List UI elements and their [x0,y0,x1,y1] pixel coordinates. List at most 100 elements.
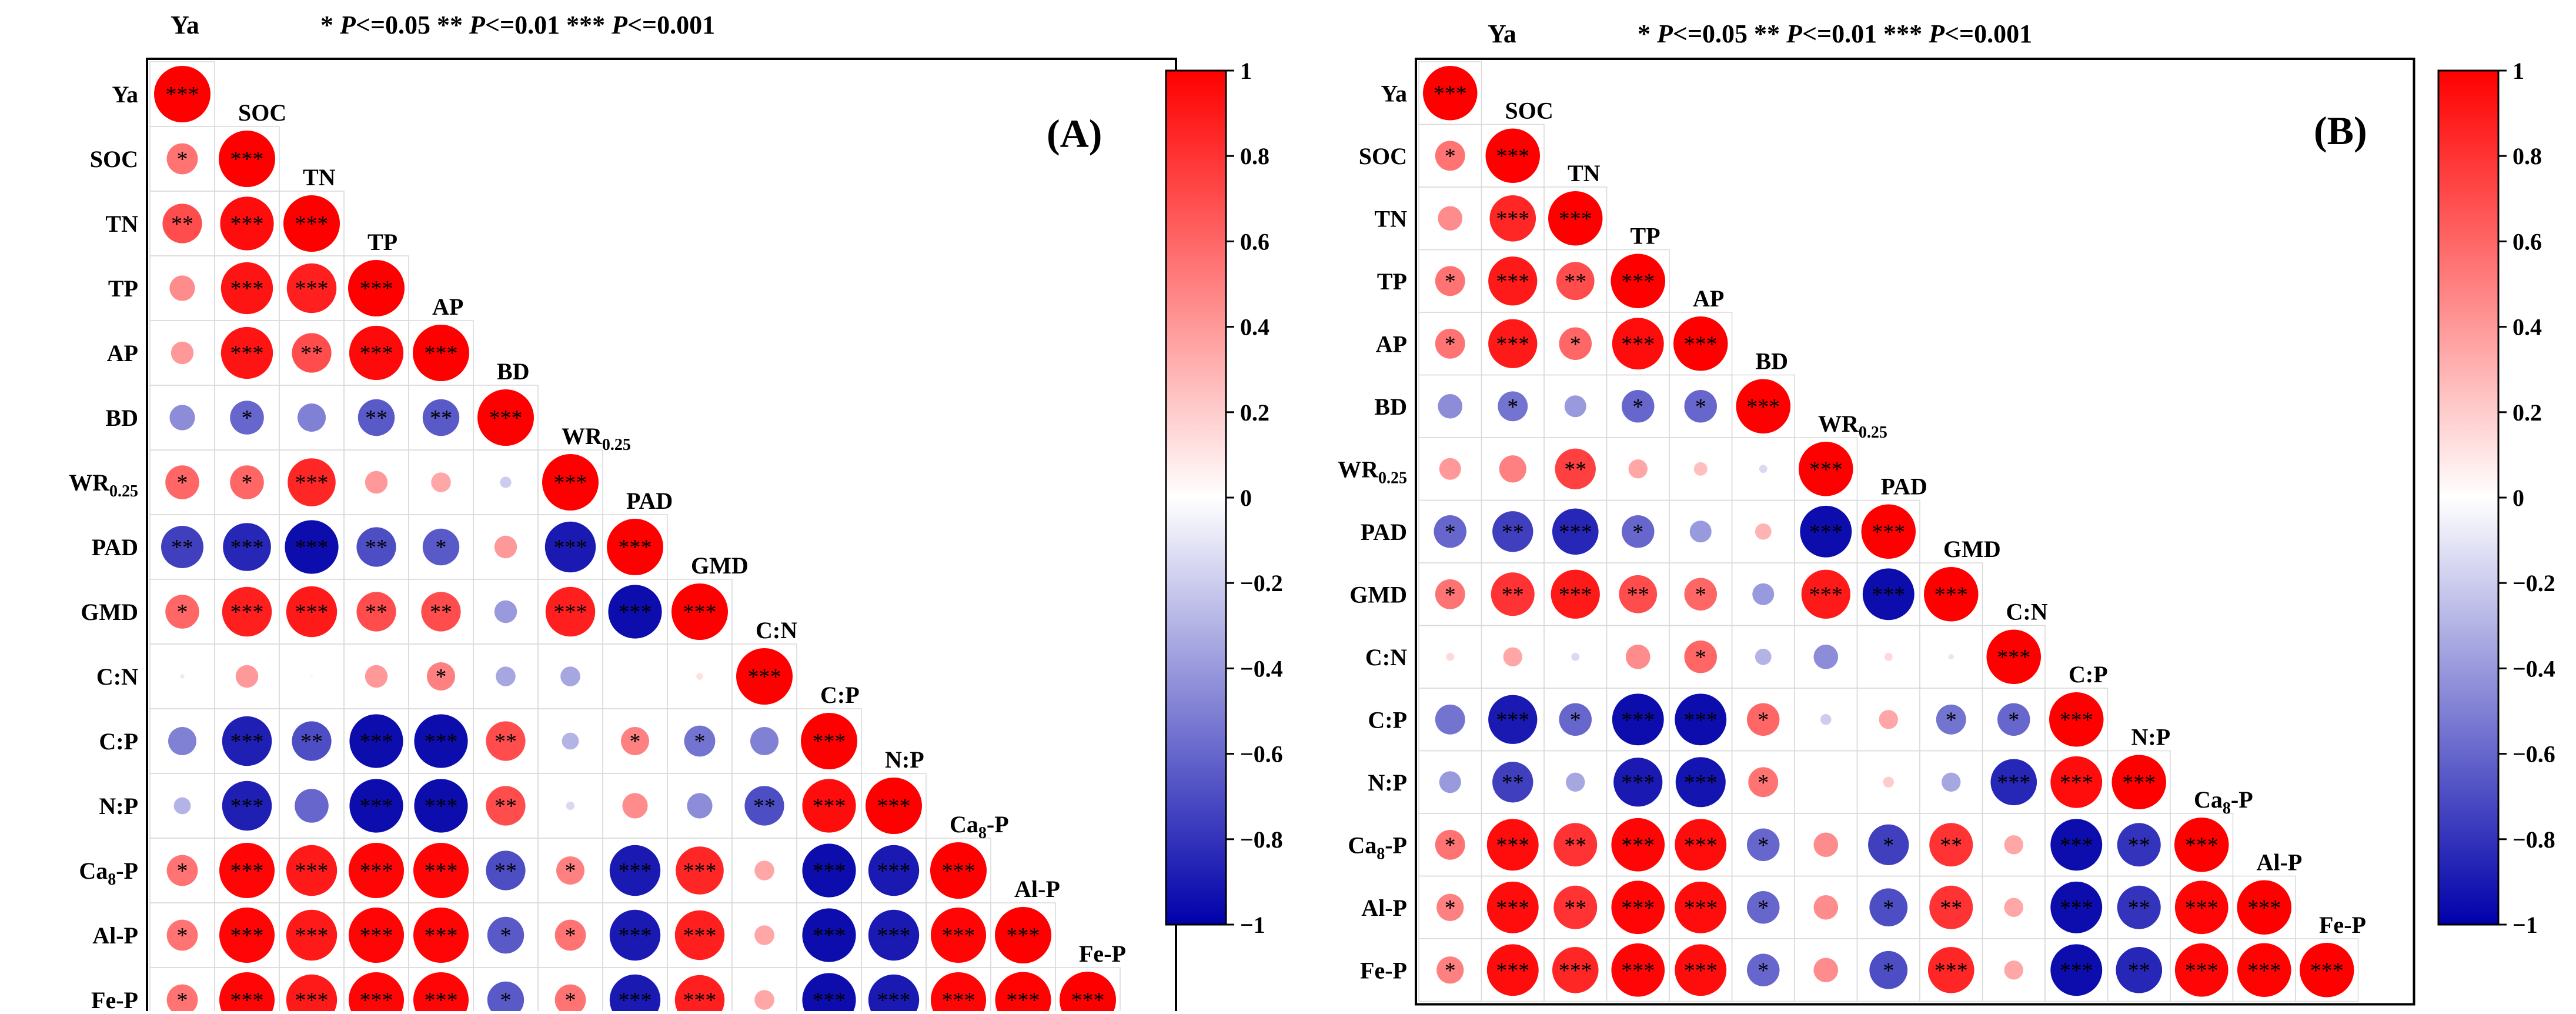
significance-mark: ** [2128,958,2150,983]
diagonal-label: Fe-P [1079,940,1126,967]
significance-mark: ** [495,729,517,754]
significance-mark: *** [619,988,652,1011]
significance-mark: *** [1621,770,1655,795]
corr-circle [288,458,336,506]
panel-frame [1415,58,2415,1006]
legend-part: P [339,11,356,39]
significance-mark: *** [813,859,846,883]
significance-mark: *** [683,988,717,1011]
significance-mark: *** [619,535,652,560]
diagonal-label: GMD [1943,536,2001,562]
corr-circle [494,600,517,623]
corr-circle [1438,393,1463,419]
significance-mark: *** [489,406,523,431]
significance-mark: * [1445,833,1456,858]
corr-circle [413,972,469,1014]
significance-mark: *** [877,859,911,883]
colorbar-tick-label: 0.6 [2512,228,2542,255]
legend-part: * [1638,19,1657,48]
corr-circle [1489,195,1536,242]
diagonal-label: C:N [756,617,797,643]
row-label: Fe-P [1360,957,1407,983]
significance-mark: *** [425,729,458,754]
corr-circle [292,333,332,373]
significance-mark: * [1445,144,1456,169]
corr-circle [1747,953,1780,986]
corr-circle [544,521,596,573]
significance-mark: *** [295,212,329,236]
corr-circle [1559,327,1592,360]
corr-circle [802,843,856,898]
corr-circle [754,925,774,945]
significance-mark: * [565,988,576,1011]
corr-circle [1747,891,1780,924]
significance-mark: *** [1621,958,1655,983]
significance-mark: *** [877,988,911,1011]
corr-circle [349,779,403,833]
significance-mark: *** [295,471,329,495]
corr-circle [1869,950,1908,989]
corr-circle [477,389,534,446]
significance-mark: *** [1496,269,1529,294]
corr-circle [1675,693,1727,746]
corr-circle [365,471,388,494]
corr-circle [1628,459,1648,479]
corr-circle [2237,943,2291,998]
significance-mark: *** [1496,958,1529,983]
corr-circle [1759,465,1768,473]
corr-circle [494,535,517,559]
significance-mark: ** [430,406,452,431]
corr-circle [754,990,774,1010]
corr-circle [1498,391,1528,422]
significance-mark: ** [300,729,323,754]
significance-mark: * [1883,958,1894,983]
significance-mark: ** [1627,582,1649,607]
corr-circle [1553,885,1598,929]
corr-circle [154,66,211,122]
corr-circle [542,454,599,511]
significance-mark: *** [942,859,975,883]
corr-circle [696,673,703,680]
corr-circle [1801,569,1850,619]
legend-part: *** [566,11,612,39]
corr-circle [295,789,329,823]
corr-circle [2004,835,2023,855]
corr-circle [1492,511,1533,552]
corr-circle [622,793,648,819]
row-label: TN [1374,205,1407,232]
diagonal-label: TN [303,164,336,191]
significance-mark: *** [942,988,975,1011]
corr-circle [2117,823,2161,867]
corr-circle [1684,390,1717,423]
corr-circle [166,984,198,1014]
significance-mark: *** [1559,582,1592,607]
colorbar-tick-label: 0.8 [1240,143,1269,169]
corr-circle [1435,266,1465,296]
diagonal-label: GMD [691,552,749,579]
top-label-ya: Ya [1488,19,1516,48]
corr-circle [2050,756,2103,808]
significance-mark: *** [554,600,587,625]
significance-mark: * [177,147,188,172]
significance-mark: *** [877,923,911,948]
significance-mark: *** [942,923,975,948]
significance-mark: * [1758,896,1769,920]
diagonal-label: C:P [2069,661,2108,688]
corr-circle [2174,818,2229,872]
significance-mark: * [1883,833,1894,858]
corr-circle [220,262,273,315]
legend-part: <=0.01 [1802,19,1883,48]
row-label: Al-P [92,922,138,949]
row-label: SOC [1359,143,1407,169]
significance-mark: * [1758,833,1769,858]
corr-circle [1435,328,1465,359]
corr-circle [801,713,857,769]
significance-mark: *** [1872,582,1905,607]
significance-mark: * [1695,582,1706,607]
corr-circle [286,263,337,313]
significance-mark: *** [1496,896,1529,920]
significance-mark: * [177,600,188,625]
grid-cell [1055,967,1121,1014]
corr-circle [422,399,460,436]
corr-circle [633,675,637,678]
